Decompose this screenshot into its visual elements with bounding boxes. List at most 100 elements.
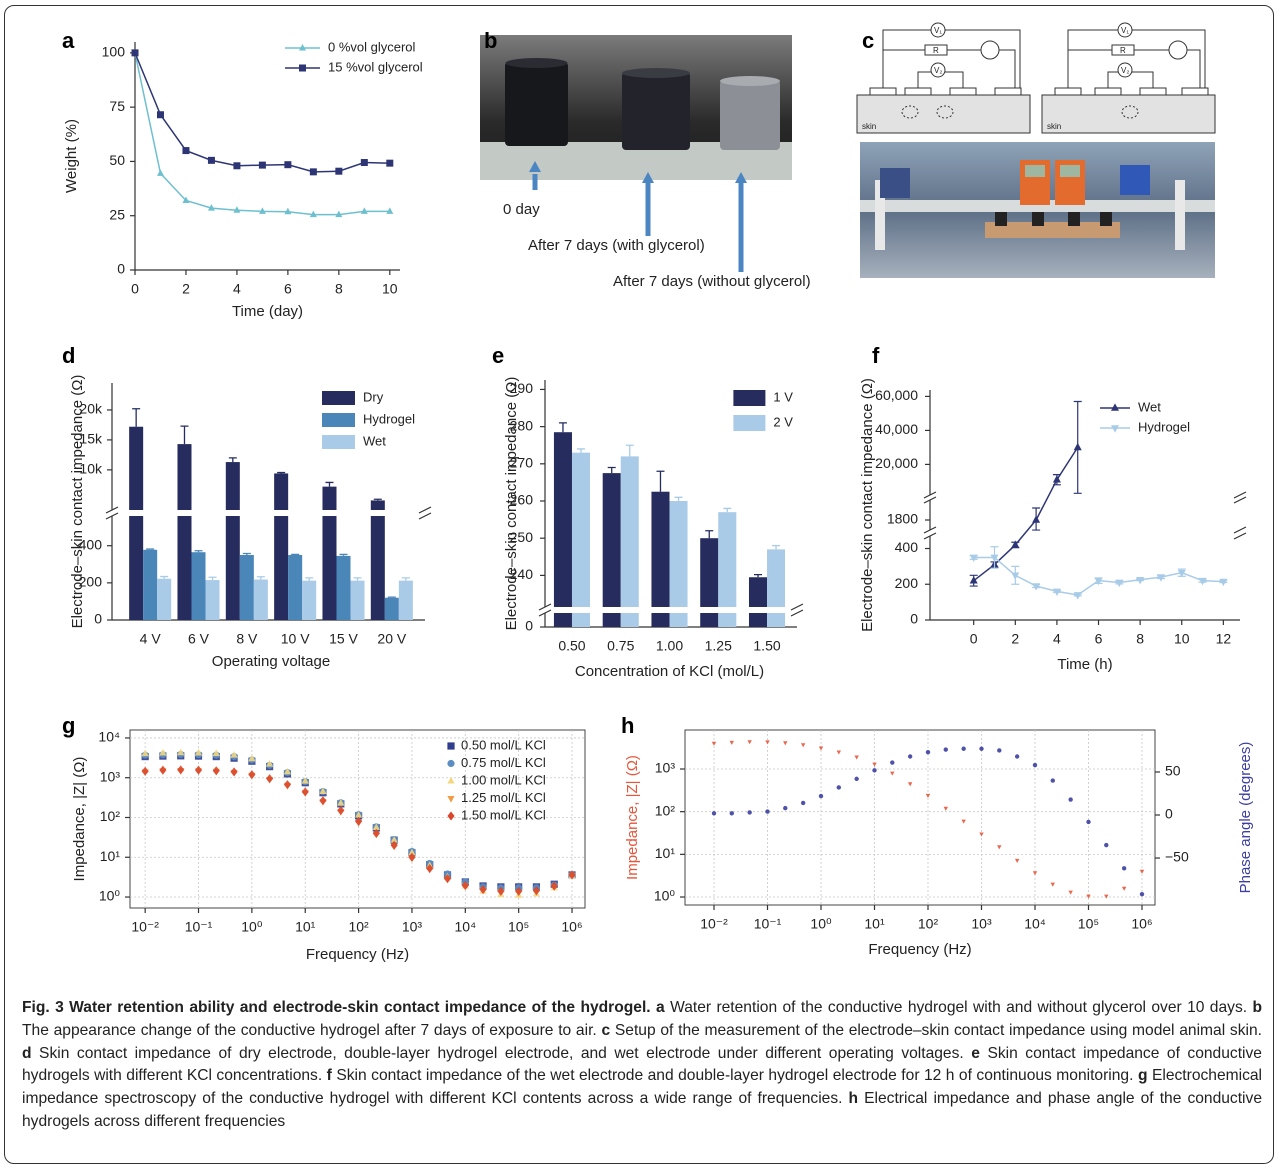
marker	[1219, 578, 1228, 587]
marker	[1014, 858, 1020, 863]
marker	[233, 162, 241, 170]
marker	[159, 765, 167, 775]
marker	[212, 749, 220, 757]
caption-text: Water retention of the conductive hydrog…	[670, 999, 1248, 1016]
marker	[386, 159, 394, 167]
circuit-label: R	[1120, 46, 1126, 55]
caption-label: a	[656, 999, 665, 1016]
legend-label: 1 V	[773, 389, 793, 404]
error-bar	[277, 471, 286, 474]
error-bar	[558, 422, 567, 433]
error-bar	[160, 575, 169, 579]
marker	[360, 207, 368, 214]
marker	[309, 210, 317, 218]
panel-label: b	[484, 28, 497, 53]
error-bar	[577, 448, 586, 453]
legend-marker	[447, 811, 455, 821]
y-tick-label: 270	[510, 455, 534, 471]
error-bar	[256, 576, 265, 580]
bar	[191, 552, 206, 620]
y-tick-label: 290	[510, 380, 534, 396]
bar	[718, 512, 737, 627]
bar	[239, 555, 254, 620]
marker	[426, 864, 434, 874]
x-tick-label: 0.75	[607, 638, 634, 654]
marker	[1104, 842, 1109, 848]
marker	[283, 767, 292, 775]
y-tick-label: 240	[510, 566, 534, 582]
marker	[854, 755, 859, 760]
y-axis-label: Electrode–skin contact impedance (Ω)	[69, 375, 86, 629]
bar	[143, 549, 158, 620]
legend-marker	[299, 64, 306, 72]
marker	[283, 780, 292, 790]
marker	[177, 765, 185, 775]
x-tick-label: 8	[1136, 631, 1144, 647]
legend-marker	[299, 43, 306, 51]
y-tick-label: 10⁰	[99, 888, 121, 904]
legend-label: 1.00 mol/L KCl	[461, 772, 546, 787]
marker	[783, 741, 788, 746]
marker	[1156, 574, 1165, 582]
legend-label: 0.75 mol/L KCl	[461, 755, 546, 770]
marker	[354, 810, 363, 818]
x-tick-label: 10⁻¹	[185, 919, 213, 935]
legend-label: Wet	[363, 433, 386, 448]
y-tick-label: 20,000	[875, 455, 918, 471]
marker	[1068, 890, 1073, 895]
x-tick-label: 10⁻¹	[754, 916, 782, 932]
error-bar	[353, 577, 362, 581]
marker	[1050, 882, 1055, 887]
marker	[1121, 886, 1127, 891]
legend-swatch	[733, 415, 766, 431]
y-tick-label: 0	[94, 611, 102, 627]
plot-frame	[129, 729, 586, 909]
axis-break-gap	[1238, 495, 1242, 500]
x-tick-label: 4	[233, 281, 241, 297]
bar	[651, 491, 670, 627]
marker	[1121, 866, 1127, 871]
marker	[1032, 515, 1041, 523]
bar	[205, 580, 220, 620]
legend-marker	[447, 742, 455, 750]
marker	[266, 759, 274, 767]
legend-marker	[1111, 403, 1119, 411]
y-tick-label: 0	[117, 261, 125, 277]
marker	[711, 811, 717, 816]
error-bar	[194, 550, 203, 553]
y-axis-label: Electrode–skin contact impedance (Ω)	[859, 378, 876, 632]
error-bar	[401, 577, 410, 581]
panel-label: h	[621, 713, 634, 738]
marker	[497, 886, 505, 896]
legend-label: Hydrogel	[1138, 419, 1190, 434]
marker	[1198, 577, 1207, 586]
x-tick-label: 10³	[971, 916, 992, 932]
y-tick-label: 400	[895, 539, 919, 555]
marker	[372, 828, 380, 838]
marker	[1086, 819, 1091, 825]
bar	[767, 549, 786, 627]
bar	[748, 577, 768, 627]
marker	[248, 770, 256, 780]
marker	[979, 746, 984, 751]
marker	[1052, 588, 1061, 597]
marker	[907, 782, 913, 787]
error-bar	[325, 481, 334, 487]
marker	[747, 740, 752, 745]
marker	[131, 49, 139, 57]
marker	[997, 748, 1002, 753]
axis-break-gap	[928, 495, 932, 500]
marker	[836, 750, 841, 755]
y-axis-label: Weight (%)	[63, 119, 80, 193]
marker	[1073, 592, 1082, 600]
bar	[571, 452, 591, 627]
panel-label: a	[62, 28, 75, 53]
x-tick-label: 10⁶	[561, 919, 582, 935]
axis-break	[1233, 491, 1247, 504]
panel-label: d	[62, 343, 75, 368]
x-tick-label: 2	[182, 281, 190, 297]
axis-break	[105, 506, 119, 520]
bar	[384, 597, 399, 620]
marker	[969, 554, 978, 563]
